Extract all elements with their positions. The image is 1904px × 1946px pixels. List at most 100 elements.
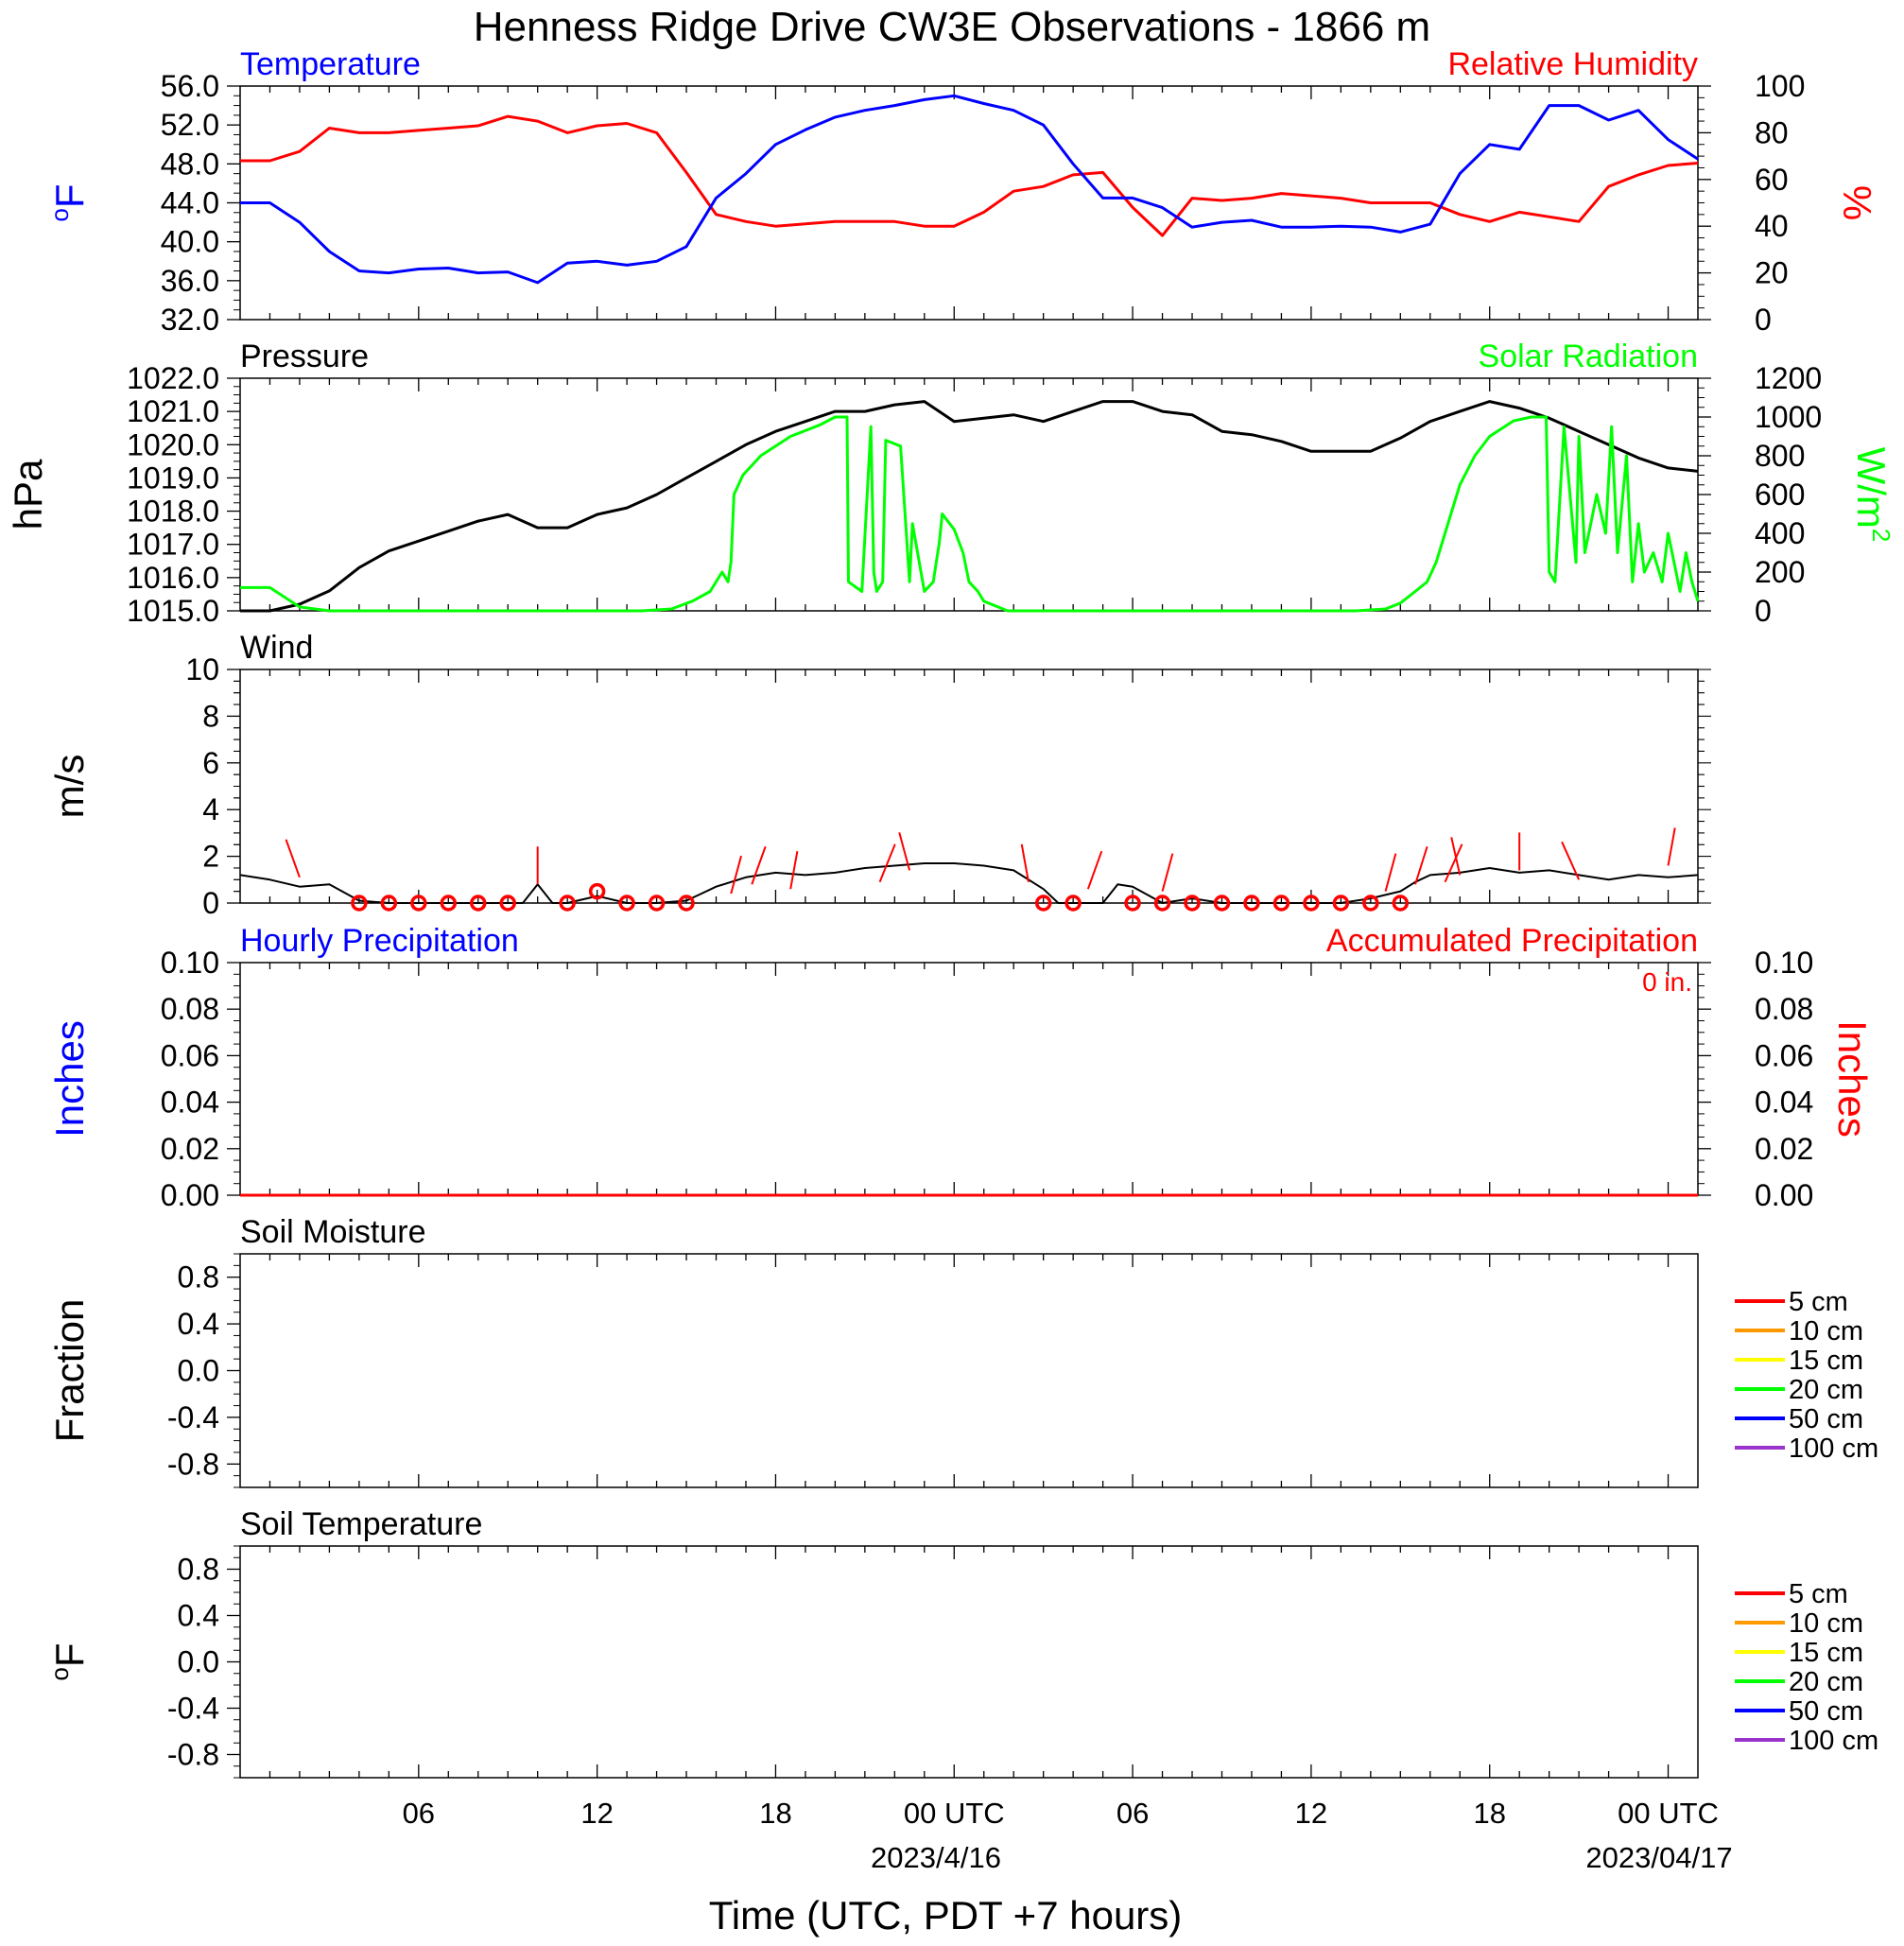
legend-label: 100 cm — [1789, 1726, 1878, 1756]
y-tick-label-right: 400 — [1755, 516, 1805, 550]
panel-title-left: Temperature — [240, 46, 421, 82]
degree-o: o — [45, 1667, 74, 1680]
calm-wind-marker — [1362, 895, 1379, 912]
y-tick-label-left: 56.0 — [161, 69, 219, 103]
wind-barb — [751, 845, 767, 885]
y-tick-label-left: 0.0 — [178, 1354, 219, 1388]
y-tick-label-right: 0.04 — [1755, 1086, 1813, 1120]
wind-barb — [1161, 853, 1174, 892]
legend-label: 20 cm — [1789, 1375, 1863, 1405]
y-tick-label-left: 1020.0 — [127, 427, 219, 461]
calm-wind-marker — [678, 895, 695, 912]
wind-barb — [1414, 845, 1428, 885]
y-tick-label-left: 1016.0 — [127, 561, 219, 595]
y-tick-label-left: 32.0 — [161, 303, 219, 337]
y-tick-label-right: 0.00 — [1755, 1178, 1813, 1212]
x-tick-label: 18 — [759, 1797, 791, 1830]
panel-title-left: Wind — [240, 630, 313, 666]
calm-wind-marker — [1243, 895, 1260, 912]
series-pressure — [240, 400, 1699, 613]
panel-5: 0.8 0.4 0.0 -0.4 -0.8 Soil Temperature oF 06 12 1… — [45, 1506, 1719, 1830]
y-axis-label-left: hPa — [6, 459, 50, 530]
y-tick-label-right: 0.02 — [1755, 1132, 1813, 1166]
wind-barb — [1450, 837, 1462, 876]
y-tick-label-left: 1017.0 — [127, 528, 219, 562]
y-axis-label-right: Inches — [1830, 1020, 1875, 1138]
calm-wind-marker — [1332, 895, 1350, 912]
panel-title-left: Soil Moisture — [240, 1214, 426, 1250]
legend-label: 5 cm — [1789, 1579, 1848, 1609]
y-axis-label-left: Inches — [47, 1020, 92, 1138]
y-tick-label-right: 20 — [1755, 256, 1789, 290]
legend-label: 50 cm — [1789, 1404, 1863, 1434]
y-tick-label-left: 52.0 — [161, 108, 219, 142]
y-tick-label-left: -0.8 — [167, 1738, 219, 1772]
legend-label: 10 cm — [1789, 1608, 1863, 1639]
y-tick-label-right: 100 — [1755, 69, 1805, 103]
y-tick-label-left: 2 — [202, 840, 219, 874]
y-tick-label-left: 48.0 — [161, 147, 219, 181]
y-axis-label-right: % — [1835, 185, 1879, 220]
y-tick-label-right: 800 — [1755, 439, 1805, 473]
series-wind-speed — [239, 862, 1699, 904]
legend-label: 15 cm — [1789, 1346, 1863, 1376]
legend-label: 20 cm — [1789, 1667, 1863, 1697]
panel-1: 1022.01021.01020.01019.01018.01017.01016… — [6, 339, 1895, 628]
calm-wind-marker — [1124, 895, 1141, 912]
y-tick-label-left: 10 — [185, 652, 219, 686]
wind-barb — [1667, 827, 1676, 866]
y-tick-label-right: 0.08 — [1755, 992, 1813, 1026]
y-tick-label-left: 0.4 — [178, 1307, 219, 1341]
wind-barb — [878, 843, 896, 883]
y-tick-label-left: -0.4 — [167, 1400, 219, 1434]
degree-o: o — [45, 208, 74, 221]
y-axis-label-left: m/s — [47, 755, 92, 819]
wind-barb — [1020, 843, 1030, 882]
calm-wind-marker — [648, 895, 666, 912]
calm-wind-marker — [351, 895, 368, 912]
calm-wind-marker — [499, 895, 516, 912]
y-tick-label-right: 0 — [1755, 303, 1772, 337]
calm-wind-marker — [1065, 895, 1082, 912]
chart-title: Henness Ridge Drive CW3E Observations - … — [474, 4, 1430, 50]
x-tick-label: 06 — [1116, 1797, 1149, 1830]
calm-wind-marker — [618, 895, 635, 912]
y-tick-label-left: 0.0 — [178, 1645, 219, 1679]
legend-label: 50 cm — [1789, 1696, 1863, 1727]
calm-wind-marker — [559, 895, 576, 912]
accumulated-total-annotation: 0 in. — [1642, 967, 1692, 997]
panel-title-right: Relative Humidity — [1447, 46, 1698, 82]
panel-2: 10 8 6 4 2 0 Wind m/s — [47, 630, 1711, 920]
wind-barb — [789, 851, 799, 890]
series-solar-radiation — [240, 415, 1700, 613]
y-tick-label-left: 1015.0 — [127, 594, 219, 628]
y-axis-label-right: W/m2 — [1849, 447, 1895, 543]
y-tick-label-right: 80 — [1755, 115, 1789, 149]
date-label-apr16: 2023/4/16 — [871, 1841, 1001, 1874]
x-tick-label: 00 UTC — [904, 1797, 1005, 1830]
y-tick-label-right: 60 — [1755, 163, 1789, 197]
legend-label: 5 cm — [1789, 1287, 1848, 1317]
plot-frame — [239, 1253, 1699, 1488]
wind-barb — [285, 839, 301, 878]
calm-wind-marker — [588, 882, 606, 900]
y-tick-label-left: 40.0 — [161, 225, 219, 259]
y-tick-label-left: 0.06 — [161, 1038, 219, 1072]
x-tick-label: 12 — [580, 1797, 613, 1830]
y-tick-label-left: 0.00 — [161, 1178, 219, 1212]
y-tick-label-left: 0.10 — [161, 946, 219, 980]
legend-label: 10 cm — [1789, 1316, 1863, 1347]
x-axis-label: Time (UTC, PDT +7 hours) — [709, 1893, 1183, 1937]
calm-wind-marker — [1153, 895, 1171, 912]
x-tick-label: 18 — [1473, 1797, 1505, 1830]
degree-f: F — [47, 1642, 92, 1667]
calm-wind-marker — [380, 895, 398, 912]
calm-wind-marker — [1392, 895, 1410, 912]
plot-frame — [239, 1545, 1699, 1779]
series-relative-humidity — [240, 114, 1699, 237]
y-tick-label-left: 8 — [202, 699, 219, 733]
unit-exponent: 2 — [1867, 529, 1895, 542]
plot-frame — [239, 85, 1699, 321]
